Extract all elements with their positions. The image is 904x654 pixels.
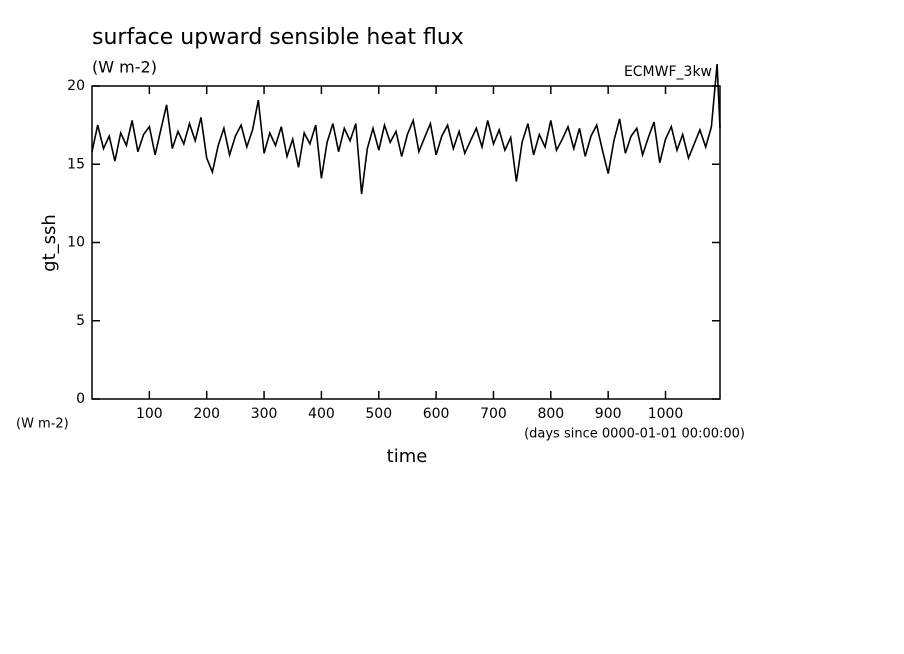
x-tick-label: 300 bbox=[251, 406, 278, 422]
y-tick-label: 5 bbox=[76, 313, 85, 329]
y-axis-unit: (W m-2) bbox=[16, 417, 69, 432]
x-tick-label: 400 bbox=[308, 406, 335, 422]
x-axis-label: time bbox=[387, 446, 428, 467]
x-tick-label: 700 bbox=[480, 406, 507, 422]
x-tick-label: 800 bbox=[537, 406, 564, 422]
x-tick-label: 1000 bbox=[648, 406, 684, 422]
x-tick-label: 600 bbox=[423, 406, 450, 422]
y-tick-label: 0 bbox=[76, 391, 85, 407]
x-tick-label: 900 bbox=[595, 406, 622, 422]
x-tick-label: 100 bbox=[136, 406, 163, 422]
x-axis-unit: (days since 0000-01-01 00:00:00) bbox=[524, 427, 745, 442]
y-tick-label: 20 bbox=[67, 78, 85, 94]
chart-subtitle: (W m-2) bbox=[92, 58, 157, 77]
x-tick-label: 500 bbox=[365, 406, 392, 422]
annotation: ECMWF_3kw bbox=[624, 64, 712, 80]
y-tick-label: 10 bbox=[67, 235, 85, 251]
x-tick-label: 200 bbox=[193, 406, 220, 422]
y-axis-label: gt_ssh bbox=[39, 214, 60, 272]
chart-title: surface upward sensible heat flux bbox=[92, 25, 464, 50]
data-line bbox=[91, 64, 721, 195]
y-tick-label: 15 bbox=[67, 156, 85, 172]
